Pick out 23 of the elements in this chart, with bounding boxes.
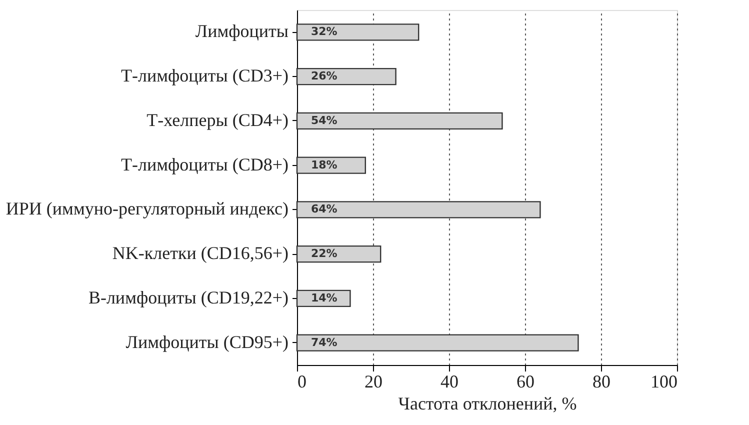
y-tick-label: Т-лимфоциты (CD8+) [120,154,289,174]
y-tick-label: Лимфоциты (CD95+) [126,332,289,352]
x-tick-label: 80 [592,372,610,392]
data-label: 64% [311,202,338,216]
y-tick-label: Лимфоциты [195,21,288,42]
y-tick-label: ИРИ (иммуно-регуляторный индекс) [6,198,288,219]
y-tick-label: NK-клетки (CD16,56+) [112,243,288,264]
y-tick-label: Т-лимфоциты (CD3+) [120,66,289,86]
y-tick-label: В-лимфоциты (CD19,22+) [88,287,288,308]
data-label: 18% [311,158,338,172]
data-label: 22% [311,247,338,260]
data-label: 14% [311,291,338,304]
x-tick-label: 60 [516,372,534,392]
data-label: 74% [311,336,338,349]
x-tick-label: 20 [364,372,382,392]
x-tick-label: 40 [440,372,458,392]
x-tick-label: 0 [298,372,306,392]
data-label: 26% [311,70,338,83]
data-label: 54% [311,114,338,127]
y-tick-label: Т-хелперы (CD4+) [146,110,289,130]
data-label: 32% [311,25,338,38]
x-axis-title: Частота отклонений, % [398,394,577,414]
x-tick-label: 100 [650,372,678,392]
